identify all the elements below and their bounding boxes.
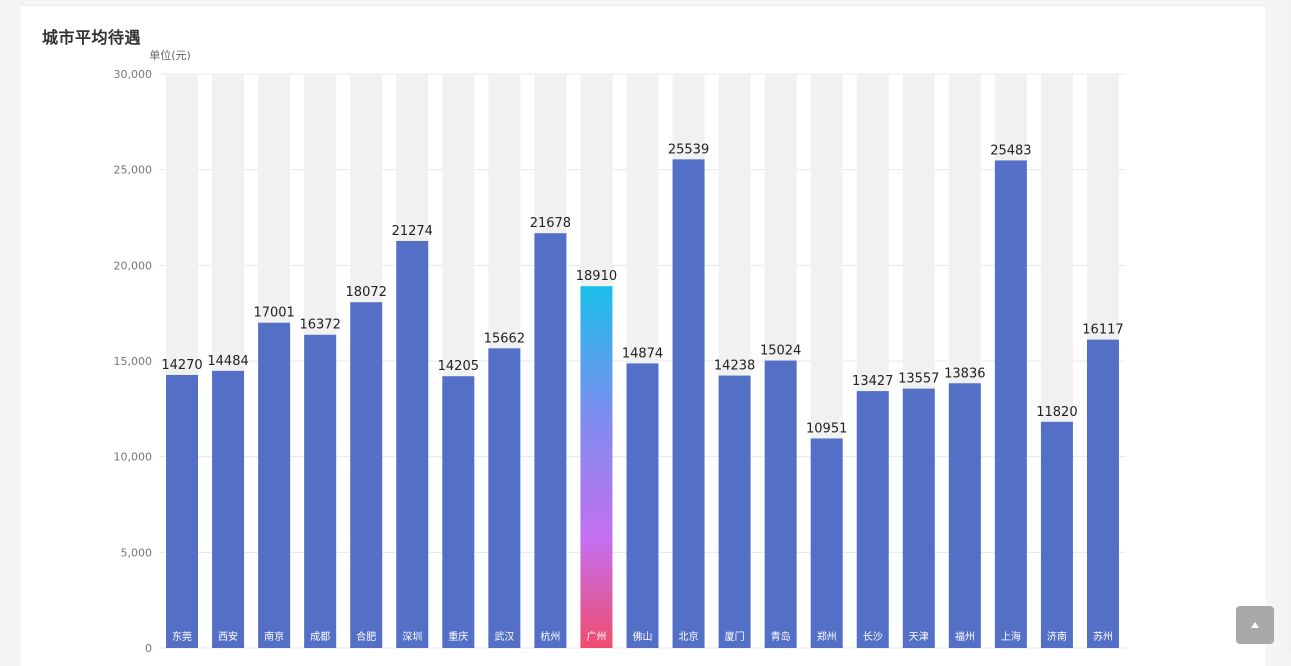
bar-厦门[interactable]: [718, 375, 751, 648]
data-label: 11820: [1036, 405, 1077, 420]
back-to-top-button[interactable]: [1236, 606, 1274, 644]
x-tick-label: 成都: [310, 631, 330, 643]
y-tick-label: 30,000: [114, 68, 153, 81]
bar-苏州[interactable]: [1086, 339, 1119, 648]
data-label: 25483: [990, 143, 1031, 158]
data-label: 15024: [760, 344, 801, 359]
data-label: 13557: [898, 372, 939, 387]
x-tick-label: 北京: [679, 630, 699, 643]
x-tick-label: 杭州: [540, 630, 560, 643]
x-tick-label: 佛山: [633, 630, 653, 643]
data-label: 14874: [622, 346, 663, 361]
x-tick-label: 厦门: [725, 630, 745, 643]
data-label: 21678: [530, 216, 571, 231]
data-label: 14238: [714, 359, 755, 374]
y-tick-label: 20,000: [114, 259, 153, 272]
x-tick-label: 西安: [218, 630, 238, 643]
bar-福州[interactable]: [948, 383, 981, 648]
bar-北京[interactable]: [672, 159, 705, 648]
x-tick-label: 合肥: [356, 630, 376, 643]
bar-青岛[interactable]: [764, 360, 797, 648]
bar-成都[interactable]: [304, 334, 337, 648]
x-tick-label: 青岛: [771, 630, 791, 643]
bar-济南[interactable]: [1040, 421, 1073, 648]
bar-东莞[interactable]: [166, 374, 199, 648]
bar-西安[interactable]: [212, 370, 245, 648]
bar-武汉[interactable]: [488, 348, 521, 648]
y-axis-label: 单位(元): [149, 48, 191, 62]
y-tick-label: 5,000: [121, 546, 153, 559]
scrollbar[interactable]: [1287, 0, 1291, 652]
x-tick-label: 苏州: [1093, 630, 1113, 643]
data-label: 15662: [484, 331, 525, 346]
bar-重庆[interactable]: [442, 376, 475, 648]
data-label: 14484: [207, 354, 248, 369]
bar-郑州[interactable]: [810, 438, 843, 648]
data-label: 14270: [161, 358, 202, 373]
data-label: 21274: [392, 224, 433, 239]
data-label: 10951: [806, 421, 847, 436]
bar-南京[interactable]: [258, 322, 291, 648]
y-tick-label: 0: [145, 642, 152, 652]
data-label: 18910: [576, 269, 617, 284]
bar-杭州[interactable]: [534, 233, 567, 648]
data-label: 13427: [852, 374, 893, 389]
x-tick-label: 南京: [264, 630, 284, 643]
bar-chart: 14270 14484 17001 16372 18072 21274 14205 15662…: [114, 48, 1126, 652]
x-tick-label: 重庆: [448, 630, 468, 643]
x-tick-label: 武汉: [494, 630, 514, 643]
bar-上海[interactable]: [994, 160, 1027, 648]
bar-佛山[interactable]: [626, 363, 659, 648]
data-label: 13836: [944, 366, 985, 381]
x-tick-label: 天津: [909, 631, 929, 643]
bar-长沙[interactable]: [856, 391, 889, 648]
bar-深圳[interactable]: [396, 240, 429, 649]
data-label: 16117: [1082, 323, 1123, 338]
chart-title: 城市平均待遇: [42, 28, 142, 47]
data-label: 18072: [346, 285, 387, 300]
x-tick-label: 郑州: [817, 630, 837, 643]
data-label: 25539: [668, 142, 709, 157]
x-tick-label: 上海: [1001, 630, 1021, 643]
x-tick-label: 东莞: [172, 630, 192, 643]
y-tick-label: 10,000: [114, 451, 153, 464]
data-label: 14205: [438, 359, 479, 374]
bar-广州[interactable]: [580, 286, 613, 648]
x-tick-label: 广州: [586, 631, 606, 643]
y-tick-label: 15,000: [114, 355, 153, 368]
x-tick-label: 深圳: [402, 631, 422, 643]
data-label: 17001: [253, 306, 294, 321]
bar-天津[interactable]: [902, 388, 935, 648]
bar-合肥[interactable]: [350, 302, 383, 648]
x-tick-label: 济南: [1047, 630, 1067, 643]
y-tick-label: 25,000: [114, 164, 153, 177]
x-tick-label: 福州: [955, 630, 975, 643]
x-tick-label: 长沙: [863, 631, 883, 643]
data-label: 16372: [299, 318, 340, 333]
caret-up-icon: [1251, 622, 1259, 628]
